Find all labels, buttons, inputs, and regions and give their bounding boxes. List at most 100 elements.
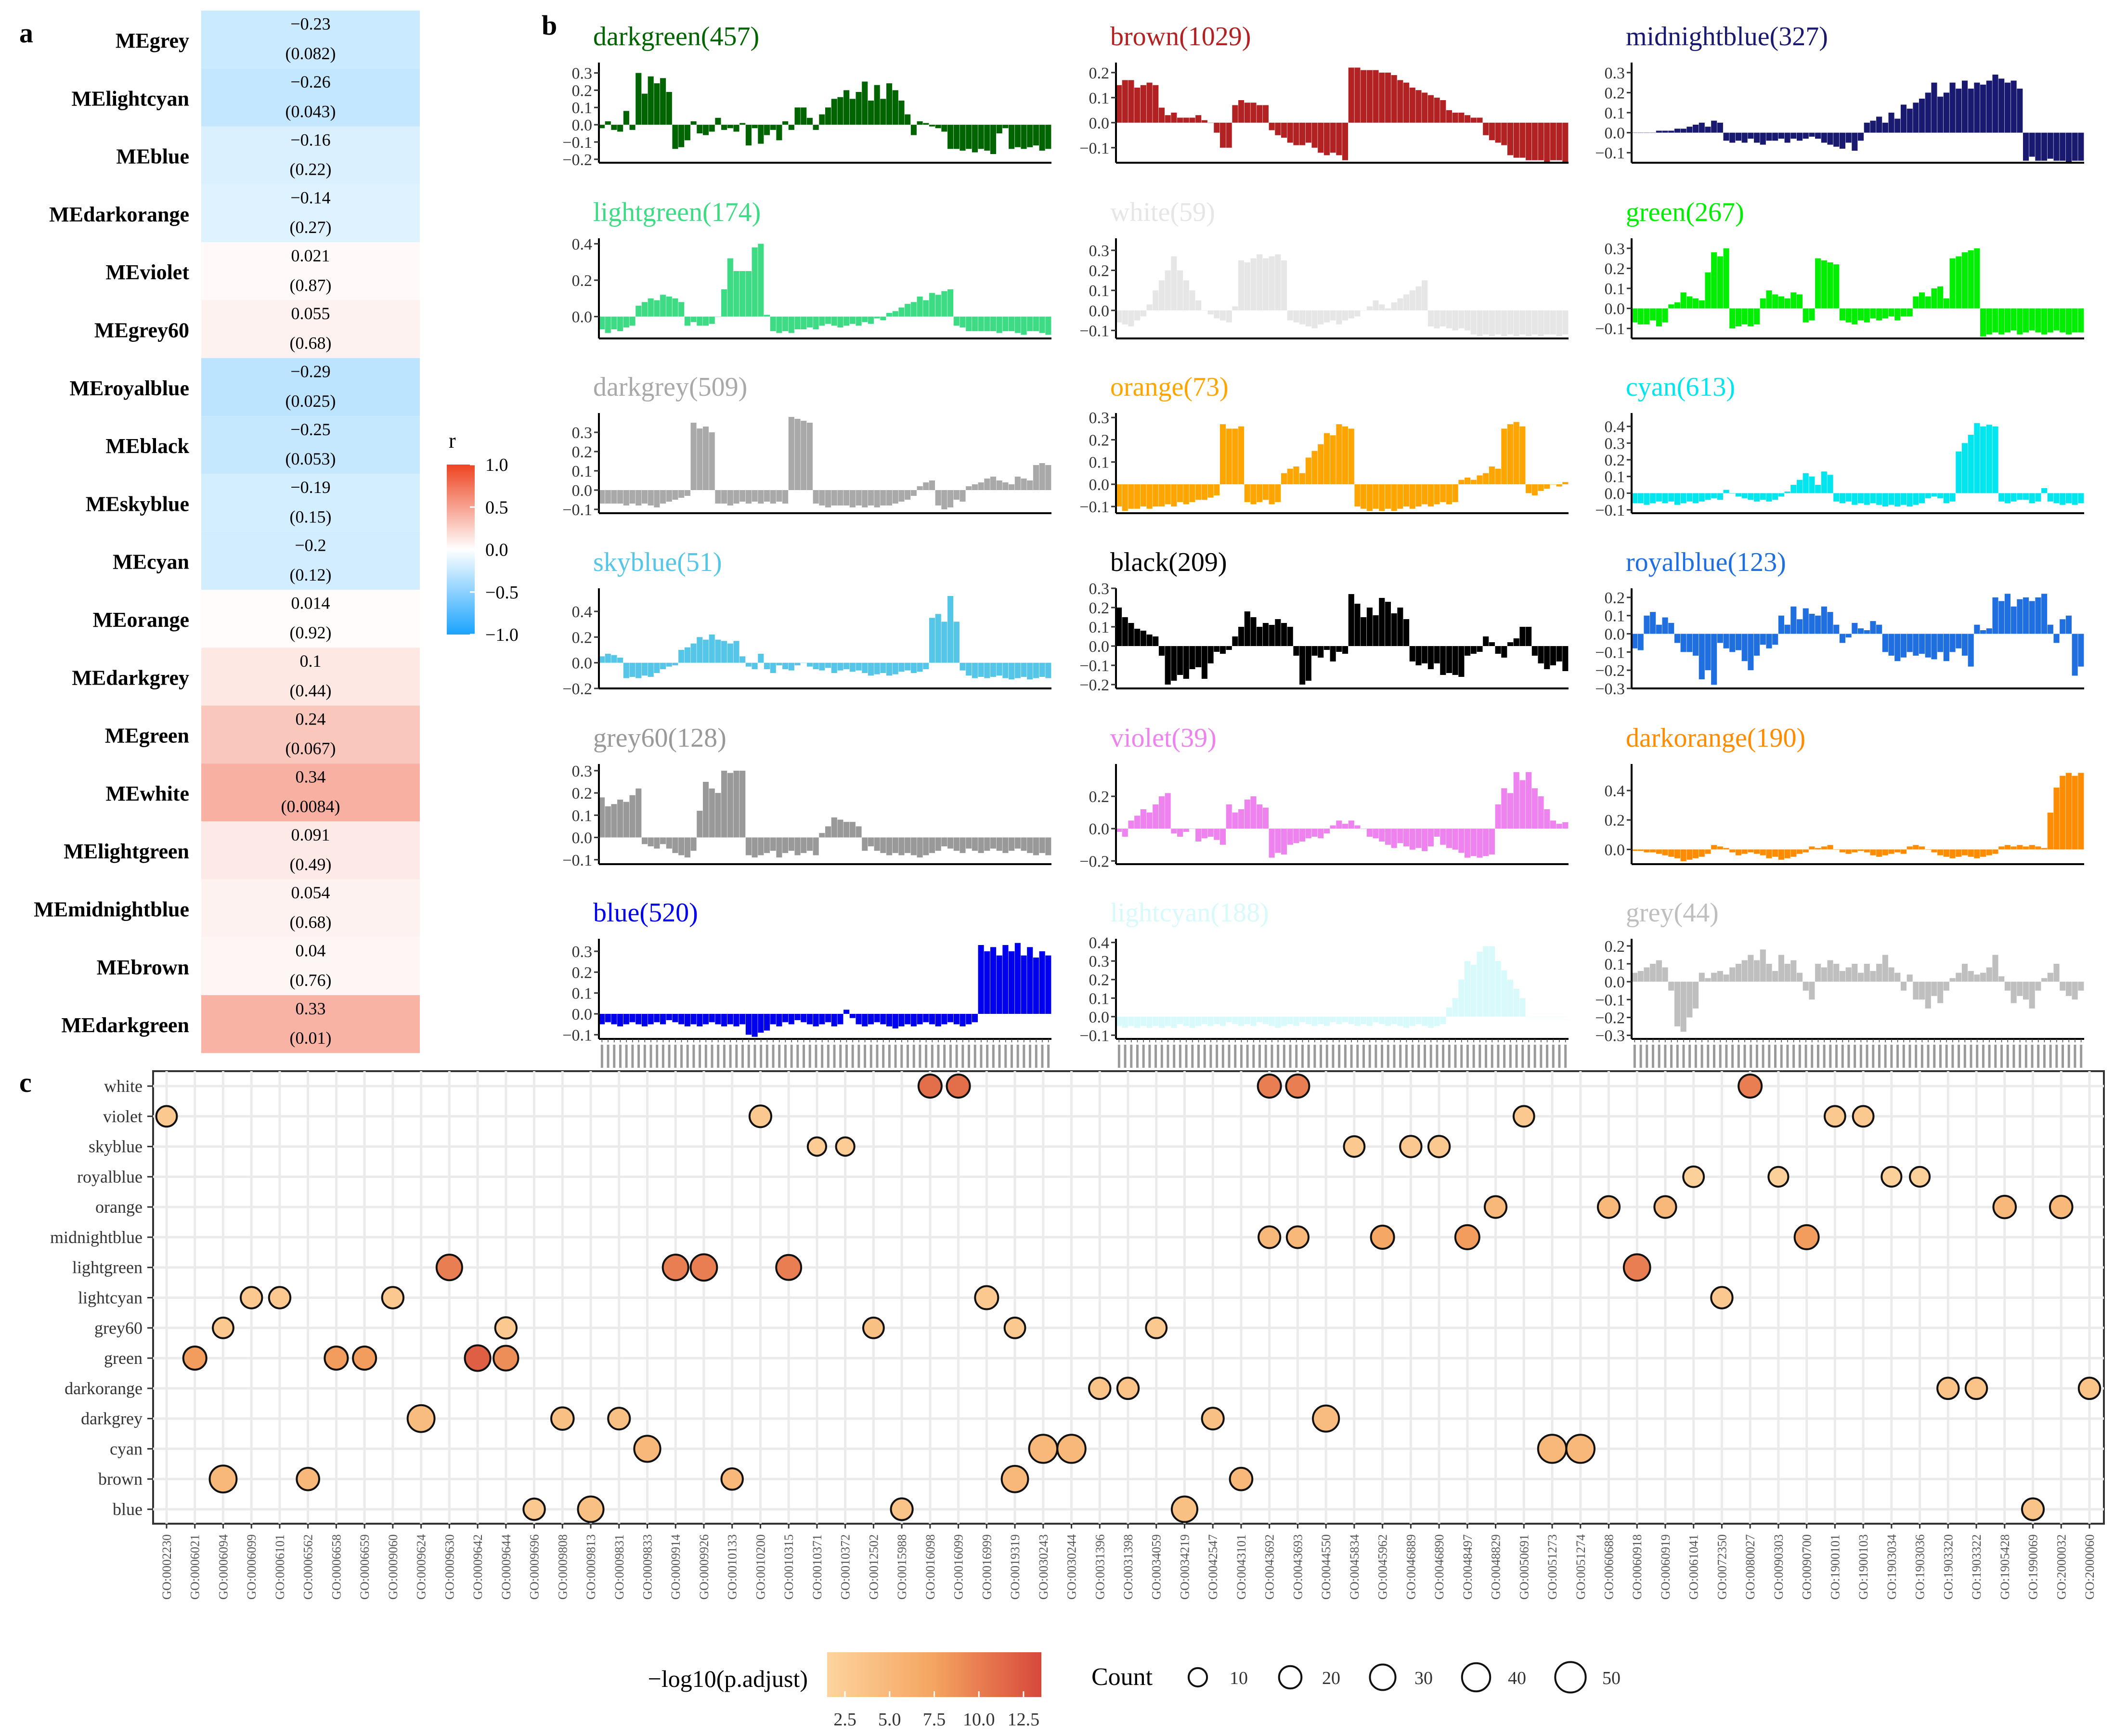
module-bar [1656,130,1662,133]
module-bar [1949,634,1956,652]
module-x-tick-label [1167,1045,1169,1068]
module-y-tick-label: −0.2 [562,151,592,169]
module-x-tick-label [1976,1045,1979,1068]
module-bar [1894,493,1901,507]
module-bar [1134,310,1141,321]
module-bar [966,662,972,676]
module-bar [1299,310,1306,324]
size-legend-circle [1461,1662,1491,1693]
module-x-tick-label [790,1045,793,1068]
module-bar [1238,426,1245,484]
module-bar [739,271,746,317]
dotplot-row-label: brown [98,1469,143,1489]
heatmap-cell [201,68,420,127]
module-bar [960,490,966,502]
module-y-tick-label: 0.0 [1605,485,1625,503]
go-dot [689,1253,718,1282]
module-bar [1257,254,1263,311]
module-y-tick-label: 0.0 [572,309,593,326]
module-x-tick-label [643,1045,646,1068]
module-bar [770,490,776,504]
module-x-tick-label [1533,1045,1536,1068]
module-bar [770,125,776,130]
module-bar [1477,951,1483,1017]
module-bar [1717,256,1723,309]
module-x-tick-label [2055,1045,2058,1068]
go-dot [1738,1073,1763,1099]
module-bar [672,298,678,317]
heatmap-cell [201,11,420,69]
module-bar [1986,849,1992,855]
module-bar [1870,621,1876,634]
dotplot-x-tick-label: GO:0030243 [1037,1534,1051,1600]
module-title: skyblue(51) [593,547,722,577]
module-bar [776,125,782,141]
module-y-tick-label: 0.1 [1605,608,1625,625]
colorbar-tick-label: 0.0 [485,540,508,560]
module-bar [990,662,997,677]
module-bar [1379,72,1385,123]
module-bar [2072,982,2078,1000]
module-bar [1637,308,1644,324]
module-y-tick-label: −0.2 [1079,676,1109,694]
go-dot [748,1104,773,1128]
module-bar [1882,122,1888,133]
module-bar [1165,793,1171,829]
module-bar [1931,634,1937,660]
module-bar [2041,488,2048,493]
go-dot [493,1345,519,1372]
module-bar [825,1014,831,1023]
module-bar [1986,80,1992,133]
module-bar [1778,615,1784,634]
module-bar [1122,310,1128,324]
module-x-tick-label [925,1045,928,1068]
module-bar [1146,304,1153,311]
heatmap-cell-r: 0.055 [291,304,330,323]
module-title: midnightblue(327) [1626,22,1828,52]
module-bar [1379,598,1385,646]
module-bar [2047,624,2053,634]
module-bar [1809,476,1815,493]
dotplot-x-tick-label: GO:0043692 [1263,1534,1277,1600]
heatmap-cell [201,937,420,996]
dotplot-x-tick-label: GO:0009833 [641,1534,655,1600]
module-bar [2010,308,2017,331]
heatmap-cell-r: 0.04 [296,941,326,960]
module-bar [1009,837,1015,851]
module-bar [935,490,941,505]
module-bar [1748,493,1754,500]
module-bar [1900,634,1907,658]
module-bar [1526,310,1532,337]
module-bar [635,1014,642,1024]
module-x-tick-label [649,1045,652,1068]
module-bar [1293,122,1299,145]
module-bar [1366,608,1373,646]
module-bar [1275,484,1281,502]
go-dot [1512,1105,1535,1128]
module-bar [972,316,978,331]
module-bar [819,833,825,838]
module-bar [905,1014,911,1024]
module-bar [745,490,752,504]
module-bar [709,316,715,324]
module-bar [1440,646,1446,675]
module-bar [2035,132,2041,161]
module-bar [1373,484,1379,509]
module-bar [1434,310,1440,329]
heatmap-cell-r: −0.25 [290,420,330,439]
module-bar [1809,132,1815,137]
module-bar [1931,982,1937,996]
module-bar [1311,646,1318,656]
module-bar [1330,435,1336,484]
module-bar [715,639,721,663]
module-bar [929,125,935,127]
module-bar [953,125,960,149]
module-bar [733,641,739,663]
module-y-tick-label: 0.0 [1605,300,1625,318]
module-bar [1195,646,1202,667]
module-bar [1974,974,1980,982]
module-bar [1888,634,1894,656]
module-bar [1858,849,1864,851]
module-bar [806,837,813,851]
